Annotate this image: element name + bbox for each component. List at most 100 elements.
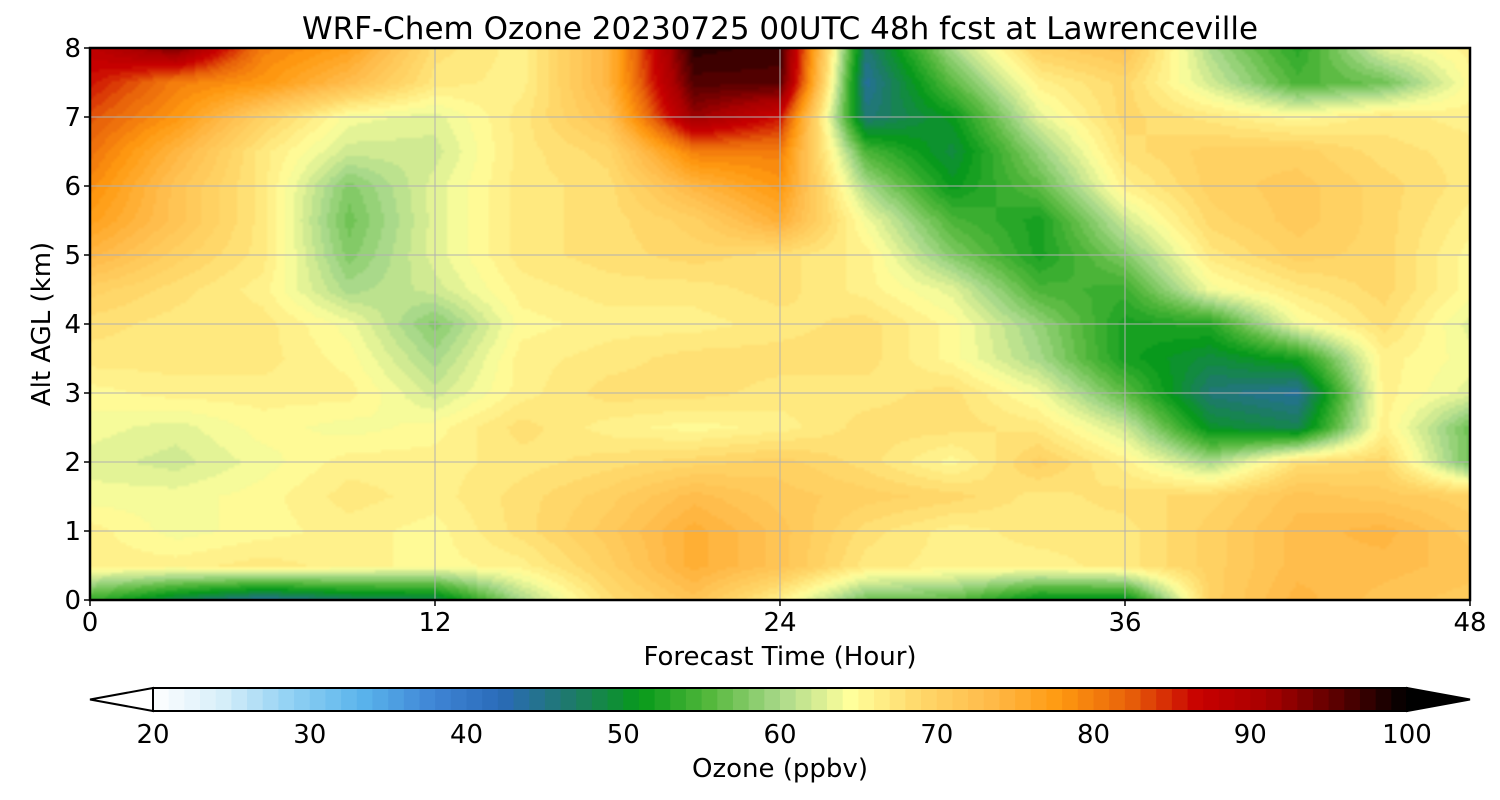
colorbar-tick-label: 40 [450,720,483,750]
colorbar-segment [153,688,170,711]
colorbar-segment [482,688,499,711]
colorbar-segment [717,688,734,711]
colorbar-segment [450,688,468,711]
colorbar-frame [152,687,1408,712]
colorbar-segment [247,688,264,711]
colorbar-segment [685,688,703,711]
colorbar-segment [654,688,671,711]
colorbar-segment [278,688,295,711]
colorbar-segment [936,688,954,711]
colorbar-segment [529,688,546,711]
x-tick-label: 24 [763,608,796,638]
colorbar-tick-label: 90 [1234,720,1267,750]
colorbar-segment [670,688,687,711]
x-axis: 0 12 24 36 48 [82,600,1487,638]
chart-title: WRF-Chem Ozone 20230725 00UTC 48h fcst a… [302,11,1258,47]
colorbar-segment [1077,688,1095,711]
y-axis-label: Alt AGL (km) [27,242,57,406]
colorbar-segment [1391,688,1408,711]
colorbar-segment [435,688,452,711]
colorbar-segment [591,688,609,711]
y-tick-label: 6 [64,172,81,202]
colorbar-segment [1046,688,1063,711]
x-tick-label: 0 [82,608,99,638]
colorbar-segment [638,688,656,711]
colorbar-segments [153,688,1408,711]
colorbar-extend-low [89,686,154,713]
colorbar-segment [1250,688,1267,711]
colorbar-segment [811,688,828,711]
colorbar-segment [262,688,279,711]
colorbar-segment [372,688,389,711]
colorbar-segment [748,688,765,711]
x-axis-label: Forecast Time (Hour) [643,642,916,672]
colorbar-segment [403,688,421,711]
colorbar-segment [1281,688,1298,711]
colorbar-segment [623,688,640,711]
colorbar-segment [1062,688,1079,711]
y-tick-label: 1 [64,517,81,547]
y-tick-label: 3 [64,379,81,409]
colorbar-segment [560,688,577,711]
colorbar-segment [1093,688,1110,711]
colorbar-segment [388,688,405,711]
colorbar-segment [1156,688,1173,711]
colorbar-segment [858,688,875,711]
colorbar-segment [1124,688,1142,711]
colorbar-segment [999,688,1016,711]
colorbar-segment [341,688,358,711]
grid-lines [90,48,1470,600]
colorbar-tick-label: 60 [763,720,796,750]
y-axis: 0 1 2 3 4 5 6 7 8 [64,34,90,616]
colorbar-segment [1203,688,1220,711]
colorbar: 20 30 40 50 60 70 80 90 100 Ozone (ppbv) [89,686,1471,784]
colorbar-segment [842,688,859,711]
colorbar-segment [1297,688,1314,711]
colorbar-segment [827,688,844,711]
colorbar-segment [764,688,781,711]
colorbar-segment [309,688,327,711]
y-tick-label: 2 [64,448,81,478]
colorbar-segment [1109,688,1126,711]
colorbar-segment [231,688,248,711]
colorbar-segment [215,688,232,711]
colorbar-segment [1344,688,1361,711]
colorbar-segment [921,688,938,711]
colorbar-segment [356,688,374,711]
colorbar-segment [1359,688,1377,711]
colorbar-segment [200,688,217,711]
colorbar-segment [466,688,483,711]
colorbar-segment [1015,688,1032,711]
x-tick-label: 36 [1108,608,1141,638]
colorbar-segment [983,688,1001,711]
colorbar-segment [1328,688,1345,711]
colorbar-segment [184,688,201,711]
colorbar-segment [1140,688,1157,711]
y-tick-label: 5 [64,241,81,271]
colorbar-segment [168,688,185,711]
colorbar-segment [701,688,718,711]
colorbar-segment [544,688,562,711]
colorbar-segment [419,688,436,711]
colorbar-segment [1218,688,1236,711]
plot-area [88,46,1472,602]
colorbar-tick-label: 30 [293,720,326,750]
colorbar-segment [1312,688,1330,711]
colorbar-segment [874,688,891,711]
colorbar-segment [1375,688,1392,711]
colorbar-segment [497,688,515,711]
colorbar-ticks: 20 30 40 50 60 70 80 90 100 [136,720,1431,750]
colorbar-tick-label: 50 [607,720,640,750]
colorbar-label: Ozone (ppbv) [692,754,868,784]
y-tick-label: 4 [64,310,81,340]
x-tick-label: 12 [418,608,451,638]
colorbar-segment [1171,688,1189,711]
colorbar-segment [968,688,985,711]
colorbar-tick-label: 20 [136,720,169,750]
colorbar-segment [513,688,530,711]
colorbar-segment [576,688,593,711]
colorbar-segment [1030,688,1048,711]
y-tick-label: 0 [64,586,81,616]
colorbar-segment [607,688,624,711]
